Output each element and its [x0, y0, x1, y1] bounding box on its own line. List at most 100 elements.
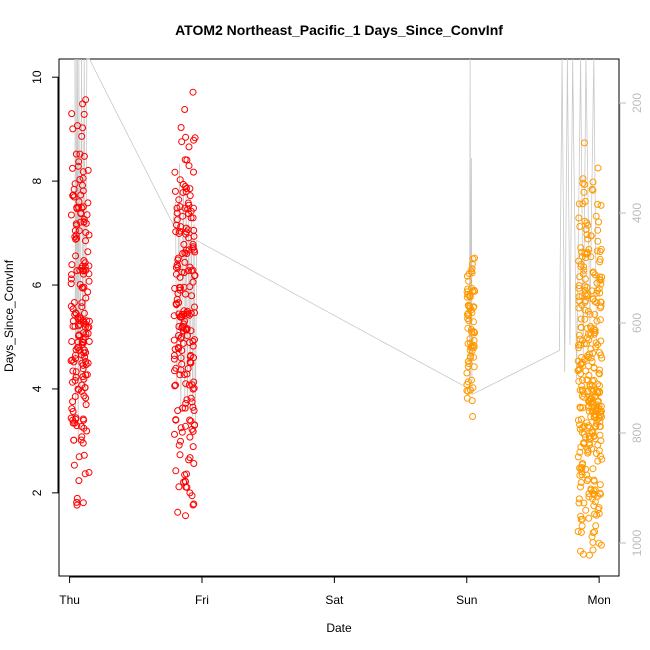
- y-tick-label: 2: [30, 489, 44, 496]
- plot-frame: [58, 58, 620, 577]
- data-point: [596, 258, 604, 266]
- data-point: [598, 273, 606, 281]
- data-point: [69, 398, 77, 406]
- data-point: [173, 209, 181, 217]
- data-point: [75, 343, 83, 351]
- data-point: [593, 299, 601, 307]
- x-tick-label: Mon: [587, 593, 610, 607]
- data-point: [598, 354, 606, 362]
- data-point: [81, 263, 89, 271]
- data-point: [180, 371, 188, 379]
- data-point: [577, 370, 585, 378]
- data-point: [592, 212, 600, 220]
- data-point: [70, 299, 78, 306]
- data-point: [172, 270, 180, 278]
- data-point: [182, 422, 189, 430]
- data-point: [577, 516, 585, 523]
- data-point: [595, 218, 603, 226]
- data-point: [467, 306, 475, 314]
- data-point: [67, 211, 75, 219]
- data-point: [588, 185, 596, 193]
- y-tick-label: 10: [30, 70, 44, 84]
- data-point: [466, 346, 474, 354]
- data-point: [589, 539, 597, 546]
- data-point: [470, 318, 477, 326]
- data-point: [597, 351, 605, 359]
- data-point: [581, 356, 589, 363]
- data-point: [182, 512, 189, 520]
- data-point: [79, 499, 87, 507]
- data-point: [576, 403, 584, 411]
- data-point: [70, 461, 78, 469]
- data-point: [577, 479, 585, 486]
- data-point: [581, 181, 588, 188]
- data-point: [179, 180, 187, 188]
- data-point: [75, 453, 83, 461]
- data-point: [589, 546, 597, 554]
- data-point: [580, 393, 588, 401]
- data-point: [182, 133, 190, 141]
- data-point: [582, 506, 590, 514]
- data-point: [586, 310, 594, 318]
- data-point: [183, 325, 191, 332]
- data-point: [67, 414, 75, 422]
- data-point: [189, 342, 197, 350]
- data-point: [577, 361, 585, 369]
- data-point: [171, 168, 179, 176]
- data-point: [583, 376, 591, 384]
- data-point: [587, 400, 595, 407]
- data-point: [68, 356, 76, 364]
- data-point: [186, 192, 194, 200]
- data-point: [596, 370, 603, 378]
- data-point: [583, 292, 590, 300]
- data-point: [77, 191, 85, 199]
- data-point: [176, 203, 184, 211]
- data-point: [78, 299, 86, 307]
- data-point: [467, 267, 475, 275]
- data-point: [577, 547, 584, 555]
- data-point: [591, 510, 599, 518]
- data-point: [576, 471, 584, 479]
- altitude-trace: [74, 58, 597, 445]
- data-point: [79, 181, 86, 189]
- data-point: [590, 364, 598, 372]
- data-point: [190, 168, 197, 176]
- data-point: [579, 386, 587, 394]
- data-point: [191, 271, 199, 279]
- data-point: [588, 395, 595, 403]
- data-point: [597, 316, 604, 324]
- data-point: [470, 342, 478, 349]
- data-point: [72, 373, 80, 381]
- data-point: [585, 246, 593, 253]
- data-point: [177, 366, 185, 374]
- data-point: [577, 315, 585, 323]
- data-point: [189, 427, 197, 435]
- x-tick-label: Fri: [195, 593, 209, 607]
- data-point: [190, 500, 198, 508]
- data-point: [580, 139, 588, 147]
- y-axis-right: 200 400 600 800 1000: [619, 93, 644, 556]
- data-point: [175, 196, 183, 204]
- data-point: [580, 263, 588, 271]
- data-point: [186, 489, 194, 497]
- data-point: [594, 200, 601, 208]
- data-point: [82, 237, 89, 245]
- data-point: [75, 331, 83, 339]
- data-point: [575, 331, 583, 339]
- data-point: [596, 418, 604, 426]
- data-point: [180, 240, 188, 248]
- data-point: [73, 498, 81, 506]
- data-point: [181, 106, 189, 113]
- data-point: [581, 275, 589, 283]
- data-point: [78, 303, 86, 311]
- data-point: [171, 430, 178, 438]
- data-point: [73, 494, 81, 502]
- data-point: [79, 174, 87, 182]
- data-point: [587, 354, 595, 362]
- x-tick-label: Sat: [325, 593, 344, 607]
- data-point: [174, 290, 182, 298]
- data-point: [170, 355, 178, 363]
- data-point: [578, 468, 586, 476]
- data-point: [189, 278, 197, 286]
- data-point: [593, 247, 601, 255]
